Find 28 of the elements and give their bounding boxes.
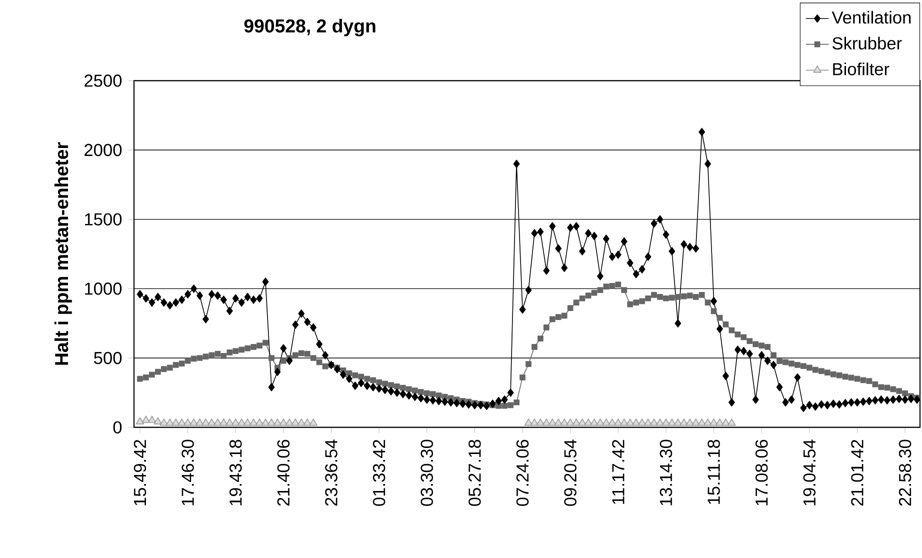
y-tick-label: 1500 xyxy=(85,213,122,226)
y-tick-label: 2000 xyxy=(84,144,122,156)
x-tick-label: 15.49.42 xyxy=(134,440,146,506)
x-tick-label: 21.40.06 xyxy=(277,440,290,506)
legend-label: Biofilter xyxy=(833,62,890,76)
x-tick-label: 17.46.30 xyxy=(182,440,194,506)
x-tick-label: 09.20.54 xyxy=(564,440,576,506)
x-tick-label: 05.27.18 xyxy=(468,440,481,506)
x-tick-label: 22.58.30 xyxy=(898,440,912,506)
x-tick-label: 19.04.54 xyxy=(803,440,816,506)
legend-label: Skrubber xyxy=(832,36,902,50)
x-tick-label: 07.24.06 xyxy=(516,440,529,506)
x-tick-label: 03.30.30 xyxy=(420,440,434,506)
y-tick-label: 0 xyxy=(113,421,122,434)
x-tick-label: 17.08.06 xyxy=(755,440,768,506)
x-tick-label: 11.17.42 xyxy=(612,440,624,504)
chart-title: 990528, 2 dygn xyxy=(244,18,376,36)
y-tick-label: 2500 xyxy=(84,74,122,87)
x-tick-label: 01.33.42 xyxy=(372,440,386,506)
x-tick-label: 13.14.30 xyxy=(660,440,672,506)
y-axis-title: Halt i ppm metan-enheter xyxy=(54,142,72,365)
y-tick-label: 500 xyxy=(94,352,122,364)
x-tick-label: 21.01.42 xyxy=(851,440,864,506)
y-tick-label: 1000 xyxy=(85,282,122,295)
legend-label: Ventilation xyxy=(832,10,911,24)
x-tick-label: 23.36.54 xyxy=(325,440,338,506)
x-tick-label: 19.43.18 xyxy=(229,440,242,506)
x-tick-label: 15.11.18 xyxy=(708,440,720,504)
